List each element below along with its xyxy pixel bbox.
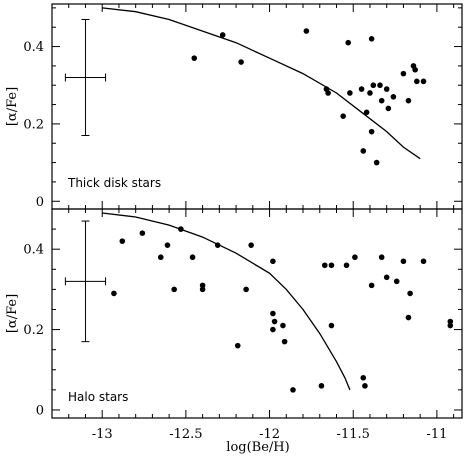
top-data-point <box>367 90 373 96</box>
bottom-data-point <box>318 383 325 389</box>
bottom-data-point <box>157 254 164 261</box>
bottom-data-point <box>393 278 400 285</box>
top-data-point <box>383 86 390 92</box>
top-data-point <box>368 36 375 42</box>
top-data-point <box>390 94 397 100</box>
top-y-tick-label: 0.4 <box>23 40 44 55</box>
bottom-data-point <box>270 326 276 333</box>
bottom-data-point <box>447 318 454 325</box>
bottom-data-point <box>199 286 206 293</box>
top-data-point <box>347 90 353 96</box>
bottom-data-point <box>164 242 171 248</box>
top-data-point <box>360 148 367 154</box>
top-data-point <box>405 97 412 104</box>
bottom-data-point <box>270 258 276 265</box>
top-data-point <box>414 78 420 85</box>
x-tick-label: -12.5 <box>169 427 202 442</box>
bottom-y-tick-label: 0.2 <box>23 323 44 338</box>
top-data-point <box>368 128 375 135</box>
bottom-data-point <box>270 310 276 317</box>
top-data-point <box>303 28 310 34</box>
top-data-point <box>420 78 427 85</box>
bottom-data-point <box>119 238 126 244</box>
top-y-axis-label: [α/Fe] <box>5 87 20 126</box>
bottom-data-point <box>343 262 350 269</box>
bottom-data-point <box>243 286 249 293</box>
bottom-model-curve <box>102 212 351 391</box>
top-data-point <box>238 59 244 65</box>
top-y-tick-label: 0.2 <box>23 117 44 132</box>
bottom-data-point <box>271 318 278 325</box>
top-data-point <box>370 82 377 89</box>
top-data-point <box>191 55 198 61</box>
bottom-data-point <box>368 282 375 289</box>
bottom-data-point <box>328 262 335 269</box>
bottom-data-point <box>248 242 254 248</box>
bottom-panel-annotation: Halo stars <box>68 390 128 404</box>
bottom-data-point <box>281 338 288 345</box>
bottom-data-point <box>328 322 335 329</box>
top-y-tick-label: 0 <box>36 195 44 210</box>
bottom-data-point <box>189 254 196 261</box>
bottom-y-tick-label: 0 <box>36 403 44 418</box>
top-data-point <box>340 113 346 119</box>
bottom-data-point <box>362 383 368 389</box>
bottom-data-point <box>290 387 296 393</box>
bottom-panel-frame <box>51 208 463 419</box>
bottom-data-point <box>111 290 117 297</box>
top-data-point <box>400 70 407 77</box>
top-data-point <box>378 97 385 104</box>
bottom-data-point <box>360 375 367 381</box>
x-axis-label: log(Be/H) <box>226 440 289 455</box>
bottom-data-point <box>321 262 328 269</box>
bottom-data-point <box>447 322 454 329</box>
top-data-point <box>385 105 392 112</box>
top-panel-annotation: Thick disk stars <box>67 176 161 190</box>
x-tick-label: -11 <box>426 427 447 442</box>
top-data-point <box>219 32 226 38</box>
top-data-point <box>358 86 365 92</box>
x-tick-label: -13 <box>92 427 113 442</box>
bottom-data-point <box>407 290 413 297</box>
bottom-data-point <box>171 286 177 293</box>
bottom-data-point <box>383 274 390 281</box>
top-data-point <box>377 82 383 89</box>
bottom-y-tick-label: 0.4 <box>23 243 44 258</box>
bottom-data-point <box>234 342 241 349</box>
x-tick-label: -12 <box>259 427 280 442</box>
top-data-point <box>363 109 370 116</box>
bottom-data-point <box>280 322 286 329</box>
bottom-data-point <box>378 254 385 261</box>
top-data-point <box>345 39 352 46</box>
bottom-data-point <box>420 258 427 265</box>
bottom-y-axis-label: [α/Fe] <box>5 294 20 333</box>
bottom-data-point <box>405 314 412 321</box>
bottom-data-point <box>178 226 184 232</box>
top-data-point <box>412 66 418 73</box>
bottom-data-point <box>214 242 221 248</box>
bottom-data-point <box>352 254 358 261</box>
bottom-data-point <box>400 258 407 265</box>
bottom-data-point <box>199 282 206 289</box>
top-data-point <box>373 159 380 166</box>
bottom-data-point <box>139 230 146 236</box>
top-model-curve <box>102 7 421 160</box>
top-data-point <box>325 90 331 96</box>
x-tick-label: -11.5 <box>337 427 370 442</box>
